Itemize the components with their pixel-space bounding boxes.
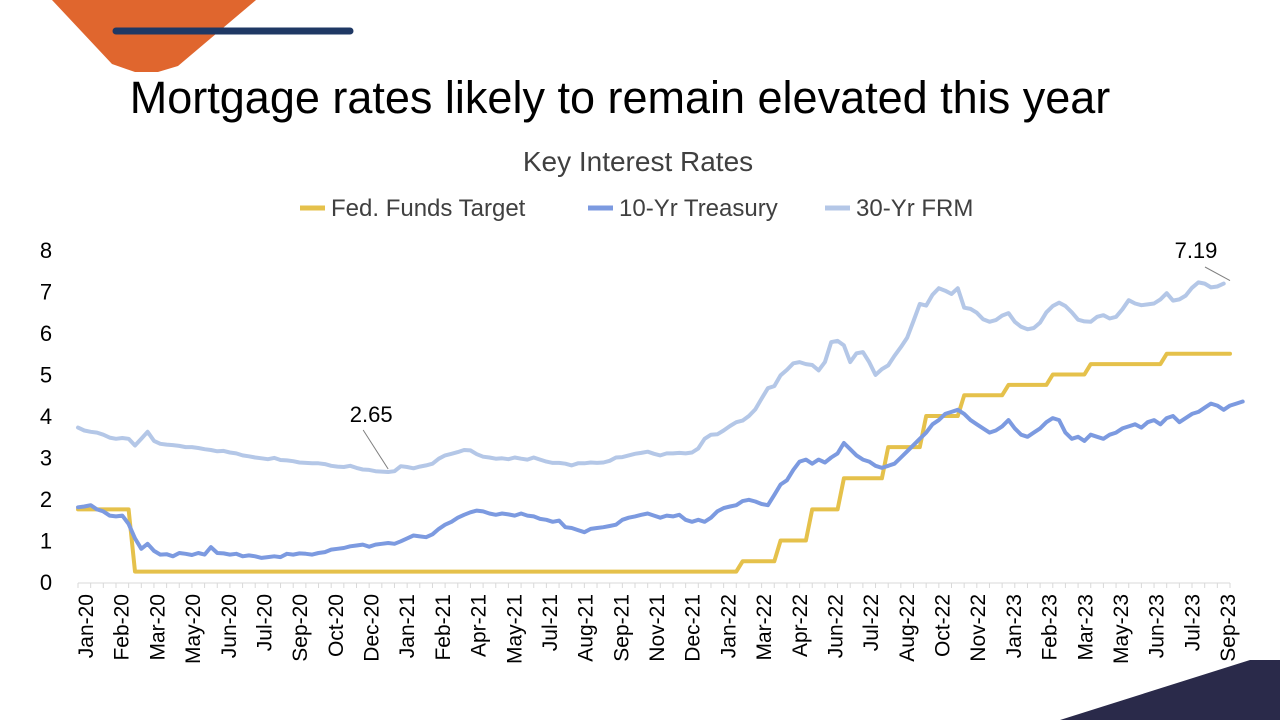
x-tick-label: Aug-22 — [896, 594, 919, 662]
legend-item-10yr-treasury: 10-Yr Treasury — [588, 195, 778, 222]
series-line-fed-funds-target — [76, 351, 1232, 574]
x-tick-label: Jul-20 — [253, 594, 276, 651]
x-tick-label: Dec-21 — [682, 594, 705, 662]
legend-label-10yr-treasury: 10-Yr Treasury — [619, 195, 778, 222]
x-tick-label: Feb-20 — [111, 594, 134, 661]
x-tick-label: Apr-22 — [789, 594, 812, 657]
x-axis-minor-ticks — [77, 583, 1231, 588]
x-tick-label: Mar-22 — [753, 594, 776, 661]
annotation-label: 7.19 — [1175, 238, 1218, 263]
y-tick-label: 1 — [40, 529, 52, 554]
x-tick-label: Nov-22 — [967, 594, 990, 662]
legend-item-fed-funds: Fed. Funds Target — [300, 195, 526, 222]
y-tick-label: 4 — [40, 404, 52, 429]
annotation-leader-line — [1204, 266, 1231, 282]
slide-title: Mortgage rates likely to remain elevated… — [129, 72, 1111, 123]
x-tick-label: Mar-20 — [146, 594, 169, 661]
y-tick-label: 5 — [40, 363, 52, 388]
y-tick-label: 2 — [40, 487, 52, 512]
y-tick-label: 3 — [40, 446, 52, 471]
x-tick-label: Apr-21 — [468, 594, 491, 657]
annotation-label: 2.65 — [350, 402, 393, 427]
x-tick-label: Jun-22 — [824, 594, 847, 658]
decorative-header-shape — [52, 0, 354, 72]
legend-label-fed-funds: Fed. Funds Target — [331, 195, 526, 222]
legend-label-30yr-frm: 30-Yr FRM — [856, 195, 973, 222]
series-line-10-yr-treasury — [76, 399, 1245, 560]
decorative-corner-shape — [1060, 660, 1280, 720]
series-line-30-yr-frm — [76, 280, 1226, 474]
x-axis: Jan-20 Feb-20 Mar-20 May-20 Jun-20 Jul-20 Sep-… — [75, 594, 1240, 664]
x-tick-label: Sep-21 — [610, 594, 633, 662]
x-tick-label: May-21 — [503, 594, 526, 664]
x-tick-label: Sep-20 — [289, 594, 312, 662]
y-tick-label: 8 — [40, 238, 52, 263]
y-axis: 0 1 2 3 4 5 6 7 8 — [40, 238, 52, 595]
x-tick-label: Jun-20 — [218, 594, 241, 658]
chart-title: Key Interest Rates — [523, 146, 753, 177]
x-tick-label: Aug-21 — [575, 594, 598, 662]
legend: Fed. Funds Target 10-Yr Treasury 30-Yr F… — [300, 195, 973, 222]
annotations: 2.65 7.19 — [350, 238, 1231, 470]
annotation-leader-line — [362, 429, 389, 470]
y-tick-label: 0 — [40, 570, 52, 595]
y-tick-label: 6 — [40, 321, 52, 346]
y-tick-label: 7 — [40, 280, 52, 305]
x-tick-label: Nov-21 — [646, 594, 669, 662]
x-tick-label: Oct-20 — [325, 594, 348, 657]
series-layer — [76, 280, 1245, 574]
x-tick-label: Jan-20 — [75, 594, 98, 658]
x-tick-label: May-23 — [1110, 594, 1133, 664]
x-tick-label: May-20 — [182, 594, 205, 664]
x-tick-label: Jan-23 — [1003, 594, 1026, 658]
corner-triangle — [1060, 660, 1280, 720]
x-tick-label: Dec-20 — [361, 594, 384, 662]
x-tick-label: Feb-23 — [1039, 594, 1062, 661]
x-tick-label: Jun-23 — [1146, 594, 1169, 658]
x-tick-label: Jan-21 — [396, 594, 419, 658]
x-tick-label: Oct-22 — [932, 594, 955, 657]
x-tick-label: Mar-23 — [1074, 594, 1097, 661]
x-tick-label: Jul-23 — [1181, 594, 1204, 651]
x-tick-label: Sep-23 — [1217, 594, 1240, 662]
x-tick-label: Feb-21 — [432, 594, 455, 661]
x-tick-label: Jan-22 — [717, 594, 740, 658]
x-tick-label: Jul-21 — [539, 594, 562, 651]
orange-accent-shape — [52, 0, 256, 72]
x-tick-label: Jul-22 — [860, 594, 883, 651]
legend-item-30yr-frm: 30-Yr FRM — [825, 195, 973, 222]
